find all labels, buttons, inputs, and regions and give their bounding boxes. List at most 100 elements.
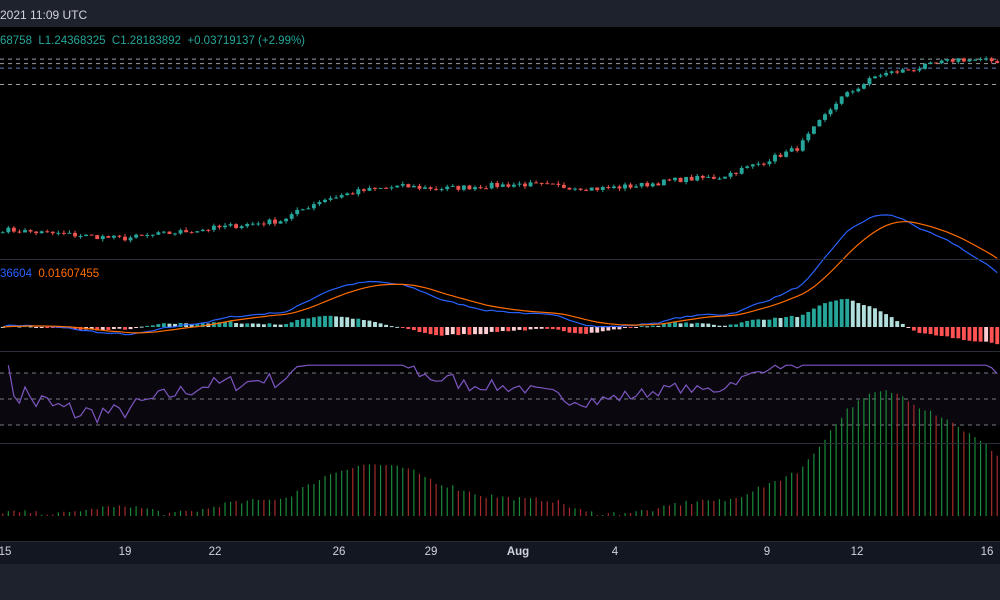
macd-histogram-bar — [506, 327, 511, 332]
volume-osc-bar — [346, 469, 348, 516]
chart-area[interactable] — [0, 27, 1000, 541]
candle-body — [339, 195, 344, 198]
candle-body — [267, 219, 272, 225]
volume-osc-bar — [757, 486, 759, 516]
candle-body — [550, 183, 555, 185]
volume-osc-bar — [291, 496, 293, 516]
time-axis-tick-label: 29 — [424, 546, 438, 558]
candle-body — [334, 197, 339, 199]
macd-histogram-bar — [906, 327, 911, 328]
volume-osc-bar — [507, 497, 509, 516]
volume-osc-bar — [802, 466, 804, 516]
volume-osc-bar — [213, 506, 215, 516]
macd-histogram-bar — [378, 323, 383, 327]
bottom-toolbar — [0, 564, 1000, 600]
macd-histogram-bar — [167, 323, 172, 327]
macd-histogram-bar — [745, 320, 750, 327]
macd-histogram-bar — [856, 303, 861, 327]
pane-separator-rsi[interactable] — [0, 351, 1000, 352]
candle-body — [745, 166, 750, 168]
volume-osc-bar — [435, 483, 437, 516]
volume-osc-bar — [307, 484, 309, 516]
macd-histogram-bar — [561, 327, 566, 332]
signal-value: 0.01607455 — [38, 268, 100, 280]
candle-body — [295, 209, 300, 215]
candle-body — [106, 236, 111, 238]
volume-osc-bar — [57, 512, 59, 516]
volume-osc-bar — [85, 509, 87, 516]
macd-histogram-bar — [989, 327, 994, 343]
volume-osc-bar — [385, 465, 387, 516]
macd-histogram-bar — [617, 327, 622, 330]
candle-body — [345, 193, 350, 196]
candle-body — [361, 189, 366, 191]
candle-body — [584, 189, 589, 191]
candle-body — [578, 188, 583, 190]
macd-histogram-bar — [595, 327, 600, 333]
volume-osc-bar — [2, 513, 4, 516]
candle-body — [473, 187, 477, 190]
volume-osc-bar — [391, 465, 393, 516]
volume-osc-bar — [329, 474, 332, 516]
macd-histogram-bar — [945, 327, 950, 337]
volume-osc-bar — [207, 508, 209, 516]
volume-osc-bar — [502, 496, 504, 516]
volume-osc-bar — [279, 498, 282, 516]
candle-body — [828, 109, 833, 115]
macd-histogram-bar — [256, 323, 261, 327]
macd-histogram-bar — [217, 322, 222, 327]
pane-separator-macd[interactable] — [0, 259, 1000, 260]
volume-osc-bar — [857, 400, 859, 516]
candle-body — [456, 185, 461, 190]
volume-osc-bar — [224, 502, 226, 516]
candle-body — [856, 88, 861, 92]
candle-body — [195, 231, 200, 233]
macd-histogram-bar — [661, 324, 666, 327]
candle-body — [100, 236, 105, 240]
candle-body — [239, 226, 244, 229]
volume-osc-bar — [296, 490, 298, 516]
volume-osc-bar — [763, 487, 765, 516]
macd-histogram-bar — [306, 318, 311, 327]
macd-histogram-bar — [623, 327, 627, 328]
macd-histogram-bar — [467, 327, 472, 335]
volume-osc-bar — [268, 499, 271, 516]
macd-histogram-bar — [573, 327, 577, 334]
macd-histogram-bar — [578, 327, 583, 334]
candle-body — [867, 78, 872, 85]
macd-histogram-bar — [961, 327, 966, 341]
macd-histogram-bar — [278, 324, 283, 327]
volume-osc-bar — [79, 511, 82, 516]
volume-osc-bar — [35, 511, 37, 516]
volume-osc-bar — [24, 510, 26, 516]
macd-histogram-bar — [684, 322, 689, 327]
macd-histogram-bar — [956, 327, 961, 339]
macd-histogram-bar — [373, 321, 377, 327]
chart-plot[interactable] — [0, 0, 1000, 541]
volume-osc-bar — [774, 481, 776, 516]
volume-osc-bar — [829, 430, 832, 516]
candle-body — [145, 234, 150, 236]
candle-body — [728, 172, 733, 177]
pane-separator-volume[interactable] — [0, 443, 1000, 444]
volume-osc-bar — [457, 490, 459, 516]
macd-histogram-bar — [461, 327, 466, 335]
candle-body — [878, 75, 883, 77]
macd-histogram-bar — [539, 327, 544, 329]
candle-body — [445, 186, 450, 190]
candle-body — [889, 71, 894, 73]
macd-histogram-bar — [511, 327, 516, 331]
candle-body — [23, 230, 27, 233]
candle-body — [423, 187, 427, 189]
candle-body — [273, 219, 277, 224]
macd-histogram-bar — [228, 321, 233, 327]
volume-osc-bar — [552, 502, 554, 516]
macd-histogram-bar — [673, 322, 677, 327]
candle-body — [506, 184, 511, 187]
time-axis[interactable]: 15 19 22 26 29 Aug 4 9 12 16 — [0, 541, 1000, 564]
candle-body — [206, 229, 211, 231]
volume-osc-bar — [641, 509, 643, 516]
signal-line — [2, 221, 998, 334]
volume-osc-bar — [324, 475, 326, 516]
volume-osc-bar — [607, 513, 609, 516]
